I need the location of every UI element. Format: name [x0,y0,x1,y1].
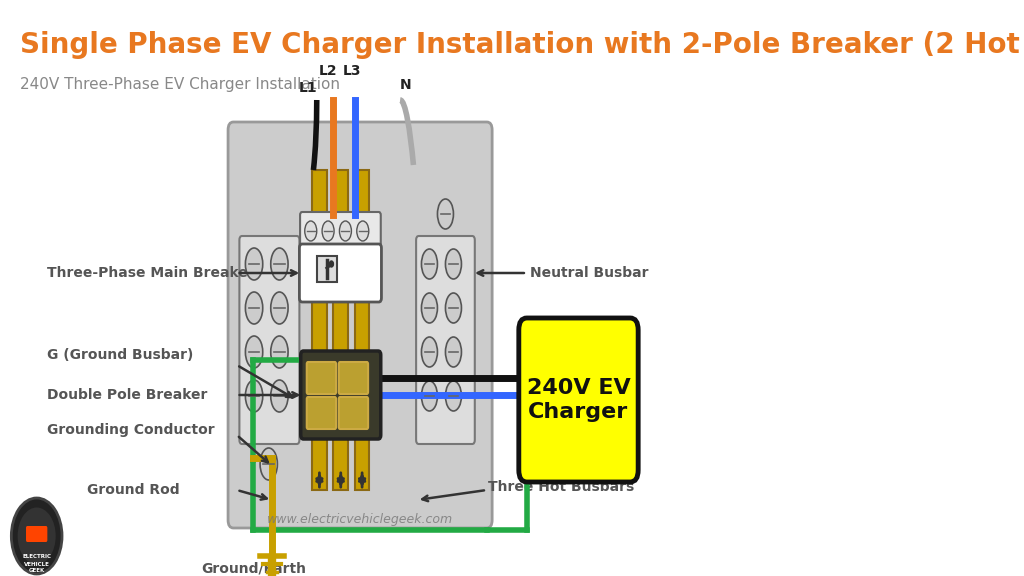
Text: G (Ground Busbar): G (Ground Busbar) [47,348,194,362]
Text: Grounding Conductor: Grounding Conductor [47,423,214,437]
Ellipse shape [270,248,288,280]
Ellipse shape [356,221,369,241]
Text: Three Hot Busbars: Three Hot Busbars [488,480,635,494]
Ellipse shape [270,336,288,368]
Text: www.electricvehiclegeek.com: www.electricvehiclegeek.com [267,513,454,526]
Text: ELECTRIC: ELECTRIC [23,554,51,559]
FancyBboxPatch shape [26,526,47,542]
FancyBboxPatch shape [519,318,638,482]
Bar [316,256,337,282]
Ellipse shape [270,380,288,412]
Text: 240V Three-Phase EV Charger Installation: 240V Three-Phase EV Charger Installation [20,78,340,93]
Text: GEEK: GEEK [29,569,45,574]
Text: L1: L1 [299,81,317,95]
Bar [312,170,327,490]
FancyBboxPatch shape [339,362,368,394]
Text: N: N [399,78,412,92]
FancyBboxPatch shape [307,397,336,429]
Bar [334,170,348,490]
Ellipse shape [246,248,263,280]
Text: L3: L3 [343,64,361,78]
Text: Single Phase EV Charger Installation with 2-Pole Breaker (2 Hot Wires): Single Phase EV Charger Installation wit… [20,31,1024,59]
Ellipse shape [246,380,263,412]
Ellipse shape [437,199,454,229]
Text: Double Pole Breaker: Double Pole Breaker [47,388,207,402]
FancyBboxPatch shape [307,362,336,394]
Ellipse shape [422,293,437,323]
Ellipse shape [339,221,351,241]
FancyBboxPatch shape [300,212,381,250]
FancyBboxPatch shape [228,122,493,528]
FancyBboxPatch shape [240,236,299,444]
Ellipse shape [422,249,437,279]
Ellipse shape [445,381,462,411]
Ellipse shape [260,448,278,480]
Circle shape [330,261,334,267]
Ellipse shape [323,221,334,241]
Ellipse shape [305,221,316,241]
Circle shape [17,507,55,564]
Ellipse shape [445,337,462,367]
Ellipse shape [422,337,437,367]
Text: VEHICLE: VEHICLE [24,562,49,567]
Ellipse shape [445,293,462,323]
FancyBboxPatch shape [301,351,381,439]
Ellipse shape [270,292,288,324]
Text: 240V EV
Charger: 240V EV Charger [526,378,631,422]
Text: Ground/Earth: Ground/Earth [201,562,306,576]
FancyBboxPatch shape [416,236,475,444]
Ellipse shape [246,292,263,324]
Text: Ground Rod: Ground Rod [87,483,179,497]
FancyBboxPatch shape [339,397,368,429]
Text: Three-Phase Main Breaker: Three-Phase Main Breaker [47,266,254,280]
Ellipse shape [445,249,462,279]
Ellipse shape [422,381,437,411]
Text: Neutral Busbar: Neutral Busbar [530,266,648,280]
Text: L2: L2 [318,64,337,78]
Ellipse shape [246,336,263,368]
FancyBboxPatch shape [299,244,381,302]
Bar [354,170,370,490]
Circle shape [11,498,62,574]
